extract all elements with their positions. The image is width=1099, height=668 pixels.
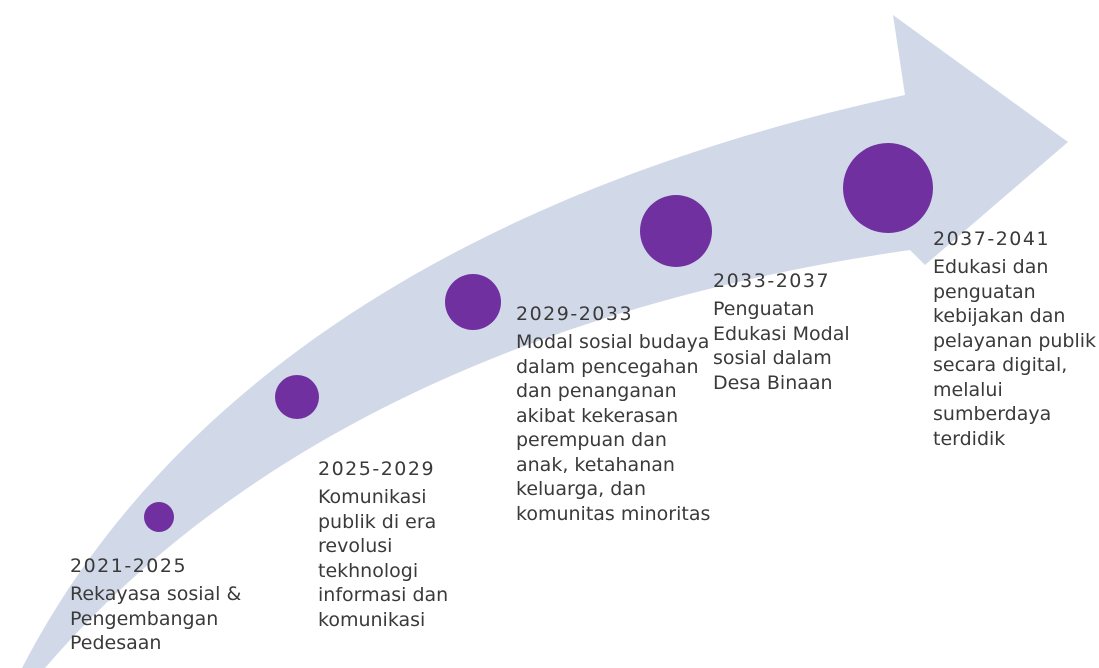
- milestone: 2021-2025 Rekayasa sosial & Pengembangan …: [70, 554, 285, 656]
- milestone: 2033-2037 Penguatan Edukasi Modal sosial …: [713, 269, 885, 395]
- milestone-dot: [445, 274, 501, 330]
- milestone-period: 2021-2025: [70, 555, 188, 577]
- milestone-description: Edukasi dan penguatan kebijakan dan pela…: [933, 256, 1097, 450]
- milestone-description: Komunikasi publik di era revolusi tekhno…: [318, 486, 449, 631]
- milestone-period: 2025-2029: [318, 458, 436, 480]
- milestone: 2037-2041 Edukasi dan penguatan kebijakan…: [933, 227, 1098, 451]
- milestone: 2029-2033 Modal sosial budaya dalam pence…: [516, 302, 716, 526]
- milestone-dot: [144, 502, 174, 532]
- milestone-description: Modal sosial budaya dalam pencegahan dan…: [516, 331, 711, 525]
- milestone-dots: [144, 143, 933, 532]
- milestone-period: 2029-2033: [516, 303, 634, 325]
- milestone-dot: [275, 375, 319, 419]
- milestone-period: 2033-2037: [713, 270, 831, 292]
- milestone-description: Rekayasa sosial & Pengembangan Pedesaan: [70, 583, 242, 654]
- milestone-period: 2037-2041: [933, 228, 1051, 250]
- milestone: 2025-2029 Komunikasi publik di era revolu…: [318, 457, 483, 632]
- timeline-arrow: [22, 15, 1068, 668]
- milestone-description: Penguatan Edukasi Modal sosial dalam Des…: [713, 298, 850, 394]
- milestone-dot: [640, 195, 712, 267]
- milestone-dot: [843, 143, 933, 233]
